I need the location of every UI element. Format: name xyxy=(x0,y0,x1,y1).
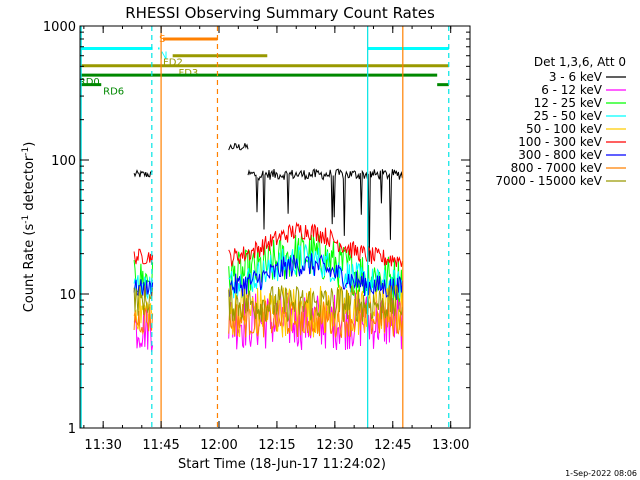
data-line xyxy=(247,168,403,262)
x-tick-label: 13:00 xyxy=(432,438,469,453)
y-tick-label: 1 xyxy=(68,422,76,437)
y-tick-label: 1000 xyxy=(43,20,76,35)
series-100-300-kev xyxy=(133,221,403,267)
flag-label: RD0 xyxy=(79,77,100,88)
flag-label: N xyxy=(160,50,167,61)
y-tick-label: 100 xyxy=(51,154,76,169)
series-7000-15000-kev xyxy=(133,284,403,323)
chart-title: RHESSI Observing Summary Count Rates xyxy=(125,4,435,22)
y-axis-label-main: Count Rate (s xyxy=(22,224,37,313)
data-line xyxy=(133,285,154,316)
legend-label: 300 - 800 keV xyxy=(518,148,602,162)
data-line xyxy=(133,169,153,178)
data-line xyxy=(133,248,154,265)
x-tick-label: 11:45 xyxy=(142,438,179,453)
x-tick-label: 12:45 xyxy=(374,438,411,453)
data-line xyxy=(228,284,403,323)
legend-label: 3 - 6 keV xyxy=(549,70,603,84)
data-line xyxy=(228,300,403,338)
legend-label: 6 - 12 keV xyxy=(541,83,603,97)
date-stamp: 1-Sep-2022 08:06 xyxy=(565,469,637,478)
y-axis-label-end: ) xyxy=(22,142,37,147)
flag-label: FD2 xyxy=(163,58,183,69)
data-line xyxy=(228,253,403,301)
flag-label: FD3 xyxy=(178,68,198,79)
flag-label: RD6 xyxy=(103,87,124,98)
data-line xyxy=(133,306,154,336)
plot-frame xyxy=(79,25,471,429)
y-axis-label-mid: detector xyxy=(22,155,37,215)
x-axis: 11:30 11:45 12:00 12:15 12:30 12:45 13:00 xyxy=(83,26,471,453)
x-tick-label: 12:15 xyxy=(258,438,295,453)
series-6-12-kev xyxy=(133,292,403,352)
legend-title: Det 1,3,6, Att 0 xyxy=(534,55,626,69)
x-axis-label: Start Time (18-Jun-17 11:24:02) xyxy=(178,457,386,472)
y-axis-label: Count Rate (s-1 detector-1) xyxy=(21,142,37,313)
y-axis-label-sup2: -1 xyxy=(21,147,31,156)
x-tick-label: 12:30 xyxy=(316,438,353,453)
plot-area xyxy=(133,142,403,352)
legend-label: 800 - 7000 keV xyxy=(511,161,603,175)
legend-label: 100 - 300 keV xyxy=(518,135,602,149)
series-800-7000-kev xyxy=(133,300,403,338)
data-line xyxy=(228,142,249,151)
flag-label: S xyxy=(159,34,165,45)
y-tick-label: 10 xyxy=(59,288,76,303)
series-3-6-kev xyxy=(133,142,403,262)
x-tick-label: 12:00 xyxy=(200,438,237,453)
event-lines xyxy=(80,26,450,428)
y-axis: 1 10 100 1000 xyxy=(43,20,470,437)
x-tick-label: 11:30 xyxy=(84,438,121,453)
legend-label: 25 - 50 keV xyxy=(534,109,603,123)
legend-label: 7000 - 15000 keV xyxy=(495,174,602,188)
data-line xyxy=(228,221,403,267)
y-axis-label-sup1: -1 xyxy=(21,215,31,224)
legend-label: 12 - 25 keV xyxy=(534,96,603,110)
data-line xyxy=(228,284,403,338)
legend-label: 50 - 100 keV xyxy=(526,122,603,136)
